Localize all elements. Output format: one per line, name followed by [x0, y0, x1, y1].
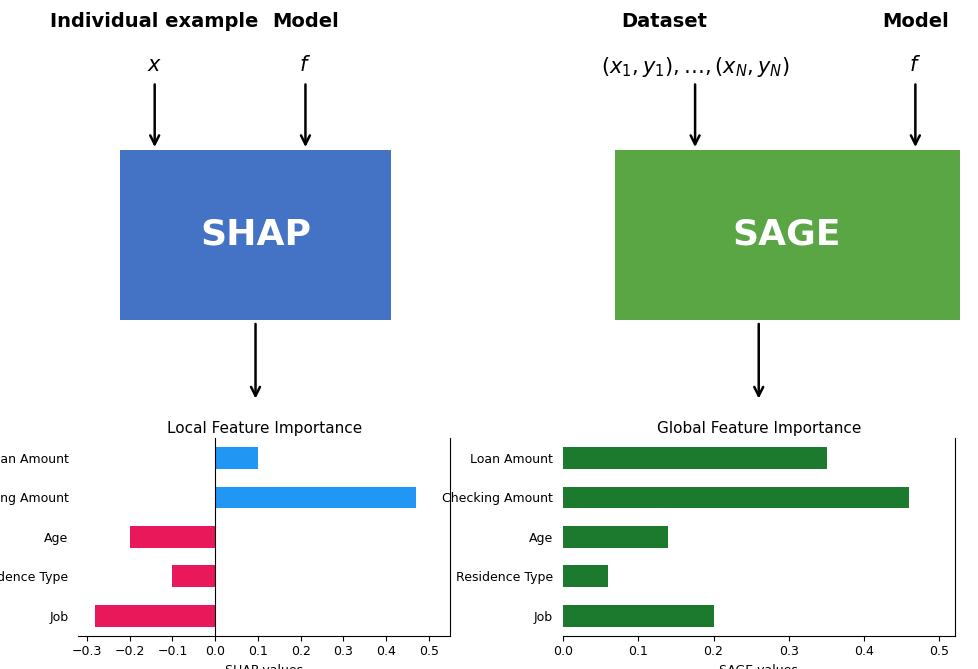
Text: $(x_1, y_1), \ldots, (x_N, y_N)$: $(x_1, y_1), \ldots, (x_N, y_N)$ [600, 55, 788, 79]
Text: Individual example: Individual example [51, 12, 258, 31]
Text: $f$: $f$ [299, 55, 311, 75]
Bar [95, 605, 215, 627]
X-axis label: SHAP values: SHAP values [225, 664, 303, 669]
Bar [215, 447, 257, 469]
Title: Local Feature Importance: Local Feature Importance [166, 421, 362, 436]
Title: Global Feature Importance: Global Feature Importance [656, 421, 860, 436]
Text: Dataset: Dataset [621, 12, 707, 31]
X-axis label: SAGE values: SAGE values [719, 664, 797, 669]
Bar [562, 486, 909, 508]
Bar [562, 565, 607, 587]
Bar [562, 447, 825, 469]
Text: $f$: $f$ [909, 55, 920, 75]
Bar [172, 565, 215, 587]
Text: Model: Model [881, 12, 948, 31]
Text: Model: Model [272, 12, 338, 31]
Text: $x$: $x$ [147, 55, 162, 75]
Text: SAGE: SAGE [733, 218, 840, 252]
Bar [562, 605, 713, 627]
Bar [215, 486, 416, 508]
Text: SHAP: SHAP [200, 218, 311, 252]
Bar [562, 526, 668, 548]
Bar [129, 526, 215, 548]
